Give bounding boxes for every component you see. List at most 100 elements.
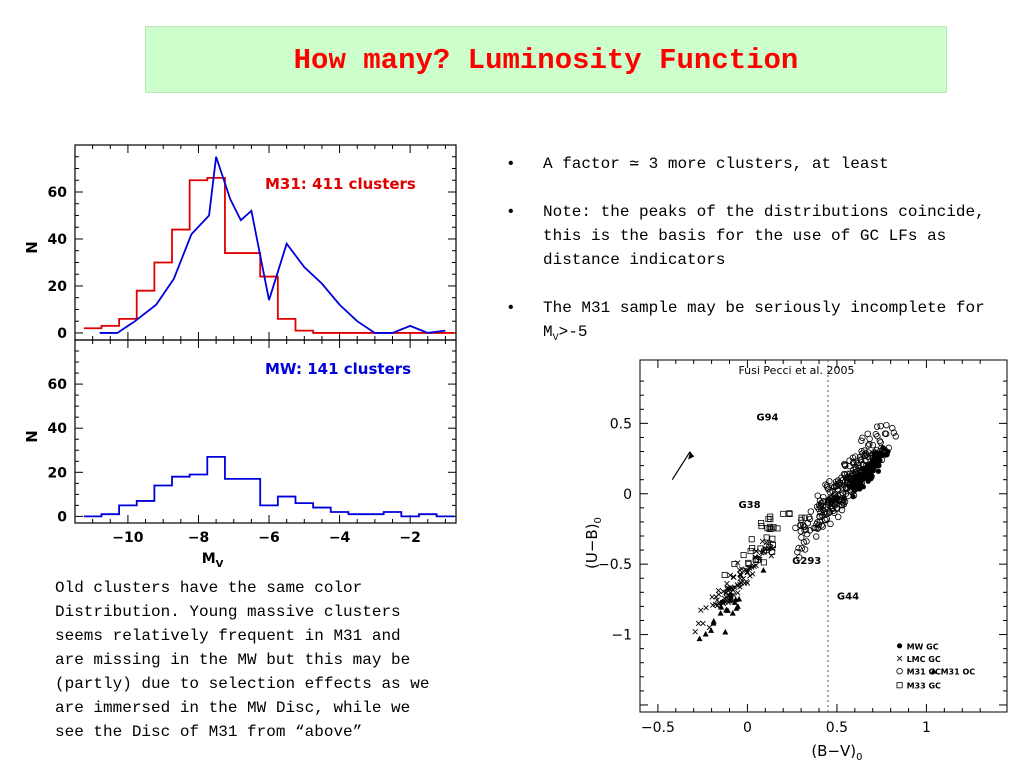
x-tick-label: 0: [743, 720, 752, 736]
m31-oc-point: [708, 627, 715, 633]
m31-oc-point: [731, 599, 738, 605]
m31-gc-point: [807, 508, 815, 515]
mw-gc-point: [876, 457, 883, 463]
m31-gc-point: [858, 447, 865, 455]
m31-oc-point: [733, 605, 740, 611]
lmc-gc-point: [723, 589, 729, 596]
y-tick-label: 60: [48, 377, 68, 393]
m33-gc-point: [780, 510, 787, 517]
m31-gc-point: [853, 458, 860, 465]
m33-gc-point: [769, 542, 776, 549]
mw-gc-point: [860, 471, 866, 477]
title-banner: How many? Luminosity Function: [145, 26, 947, 93]
m33-gc-point: [758, 520, 765, 527]
m31-oc-point: [727, 591, 734, 597]
m31-gc-point: [877, 422, 884, 430]
lmc-gc-point: [692, 629, 698, 635]
bullet-text: A factor ≃ 3 more clusters, at least: [543, 155, 889, 173]
m31-gc-point: [864, 453, 872, 461]
reddening-arrow: [671, 451, 691, 481]
m31-gc-point: [839, 484, 846, 491]
mw-gc-point: [874, 450, 880, 456]
mw-gc-point: [859, 476, 865, 482]
bullet-dot-icon: •: [506, 299, 516, 317]
legend-label: LMC GC: [907, 655, 941, 664]
m31-oc-point: [727, 597, 734, 603]
m31-gc-point: [861, 447, 868, 454]
m31-gc-point: [866, 441, 873, 448]
bullet-dot-icon: •: [506, 203, 516, 221]
lmc-gc-point: [743, 578, 750, 585]
m31-gc-point: [838, 474, 845, 481]
y-tick-label: 0: [57, 326, 67, 342]
bullet-text-suffix: >-5: [558, 323, 588, 341]
m31-gc-point: [801, 523, 808, 530]
lmc-gc-point: [700, 620, 706, 627]
mw-gc-point: [864, 471, 870, 477]
object-label: G293: [792, 556, 821, 567]
m31-gc-point: [805, 513, 813, 521]
x-tick-label: −2: [399, 530, 420, 546]
x-axis-label-subscript: V: [216, 559, 224, 570]
m31-gc-point: [813, 503, 821, 510]
m31-gc-point: [896, 667, 903, 675]
lmc-gc-point: [749, 571, 756, 577]
m33-gc-point: [896, 682, 903, 689]
mw-gc-point: [896, 643, 903, 649]
scatter-panel: −0.5 0 0.5 1 −1 −0.5 0 0.5 (B−V)0 (U−B)0 Fusi Pecc…: [583, 359, 1008, 763]
object-label: G94: [756, 413, 778, 424]
y-axis-label: N: [23, 241, 41, 254]
m31-oc-point: [718, 604, 725, 610]
m31-gc-point: [814, 524, 821, 531]
m31-gc-point: [872, 431, 880, 438]
m31-gc-point: [813, 533, 820, 540]
m31-gc-point: [847, 470, 854, 477]
m33-gc-point: [754, 557, 761, 564]
m31-oc-point: [727, 594, 734, 600]
m31-gc-point: [798, 534, 805, 541]
x-axis-label-subscript: 0: [856, 752, 862, 763]
mw-gc-point: [879, 450, 885, 456]
m31-gc-point: [824, 510, 831, 517]
lmc-gc-point: [737, 571, 743, 577]
mw-gc-point: [858, 482, 864, 488]
m31-oc-point: [696, 635, 703, 642]
m31-gc-point: [869, 441, 877, 449]
mw-gc-point: [876, 462, 882, 469]
m31-gc-point: [890, 429, 898, 436]
mw-gc-point: [882, 446, 888, 452]
y-tick-label: 60: [48, 185, 68, 201]
bullet-subscript: V: [552, 333, 559, 345]
m33-gc-point: [766, 526, 773, 533]
mw-gc-point: [884, 451, 890, 458]
y-tick-label: 0.5: [610, 416, 632, 432]
series-line-m31: [83, 176, 455, 334]
m31-gc-point: [829, 487, 836, 495]
m33-gc-point: [757, 545, 764, 552]
m33-gc-point: [745, 559, 752, 566]
lmc-gc-point: [737, 575, 743, 582]
m31-gc-point: [859, 434, 866, 441]
m31-gc-point: [799, 521, 807, 529]
lmc-gc-point: [714, 602, 721, 609]
m33-gc-point: [752, 556, 759, 563]
m33-gc-point: [748, 536, 755, 543]
m31-oc-point: [729, 610, 736, 616]
mw-gc-point: [850, 494, 856, 500]
mw-histogram-panel: 0 20 40 60 N −10 −8 −6 −4 −2 MV MW: 141 clusters: [23, 339, 457, 570]
m33-gc-point: [769, 535, 776, 542]
m31-gc-point: [858, 437, 865, 444]
m31-gc-point: [816, 497, 824, 504]
bullet-text: The M31 sample may be seriously incomple…: [543, 299, 985, 341]
m31-gc-point: [806, 527, 814, 534]
m31-gc-point: [874, 433, 881, 440]
series-line-m31-model: [99, 156, 446, 334]
m33-gc-point: [740, 552, 747, 559]
m31-gc-point: [795, 544, 802, 552]
m31-gc-point: [797, 521, 804, 529]
m31-oc-point: [722, 628, 729, 635]
m33-gc-point: [763, 534, 770, 541]
m33-gc-point: [760, 548, 767, 555]
m31-gc-point: [881, 430, 889, 437]
